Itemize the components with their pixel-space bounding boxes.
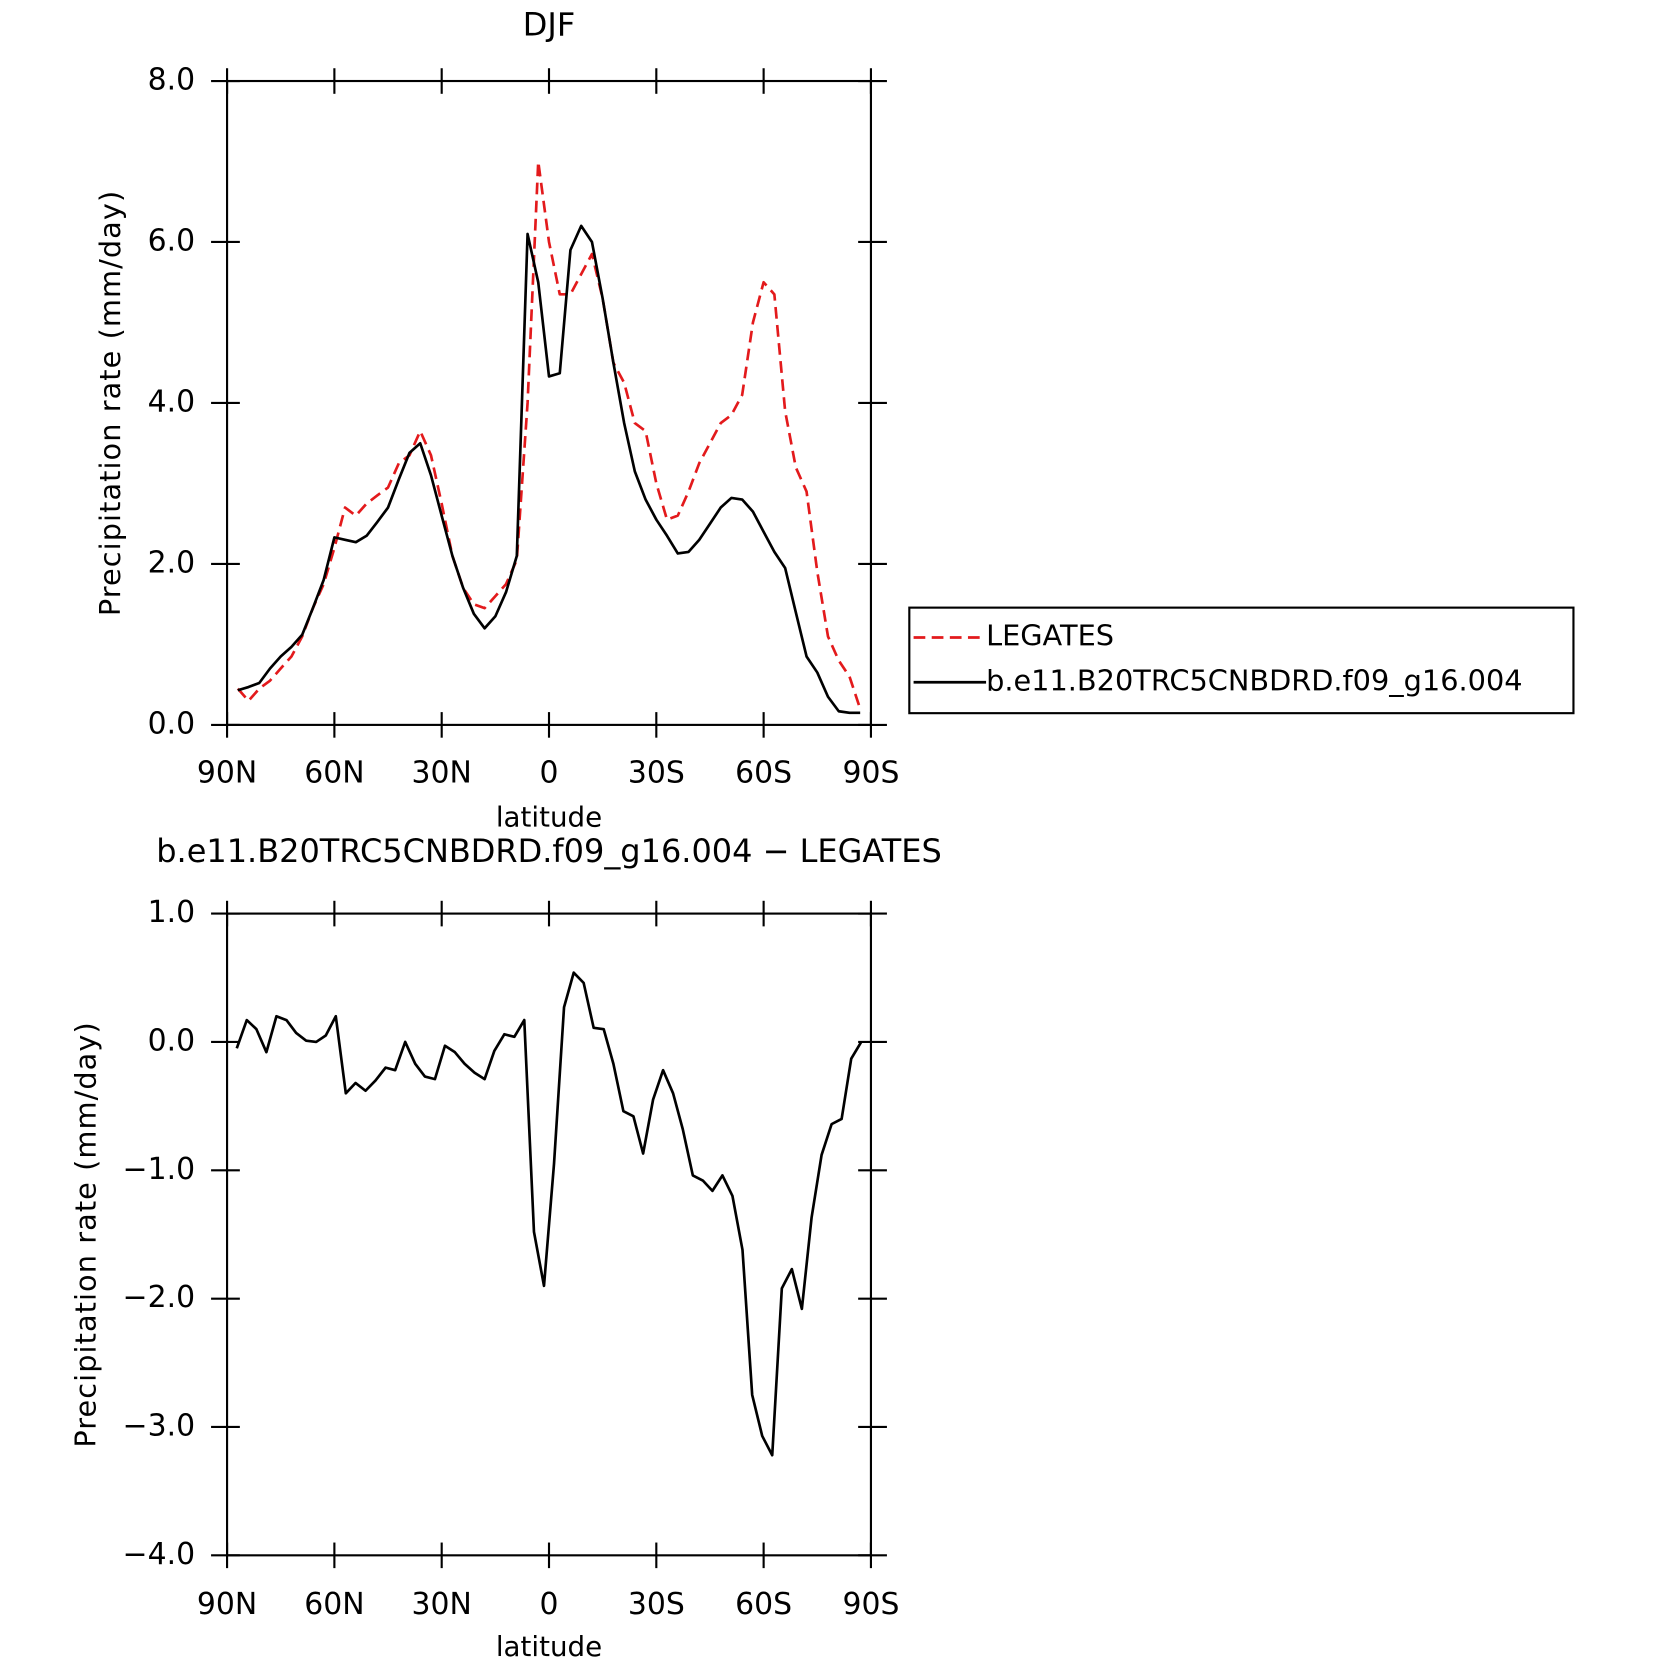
x-tick-label: 30S	[628, 1587, 685, 1622]
data-line	[235, 971, 863, 1457]
x-tick-label: 0	[540, 1587, 559, 1622]
y-axis-label: Precipitation rate (mm/day)	[68, 1021, 102, 1447]
x-tick-label: 60N	[304, 1587, 364, 1622]
y-tick-label: 0.0	[148, 706, 195, 741]
y-axis-label: Precipitation rate (mm/day)	[93, 190, 127, 616]
y-tick-label: 6.0	[148, 223, 195, 258]
x-axis-label: latitude	[496, 801, 602, 834]
y-tick-label: −1.0	[123, 1152, 195, 1187]
y-tick-label: −3.0	[123, 1408, 195, 1443]
x-tick-label: 60S	[735, 755, 792, 790]
x-tick-label: 90S	[842, 1587, 899, 1622]
x-tick-label: 60N	[304, 755, 364, 790]
data-line	[237, 224, 861, 715]
y-tick-label: −4.0	[123, 1537, 195, 1572]
legend-label: LEGATES	[986, 618, 1114, 652]
x-tick-label: 90N	[197, 1587, 257, 1622]
chart-title: b.e11.B20TRC5CNBDRD.f09_g16.004 − LEGATE…	[156, 832, 942, 870]
y-tick-label: 4.0	[148, 384, 195, 419]
y-tick-label: 0.0	[148, 1023, 195, 1058]
x-tick-label: 30S	[628, 755, 685, 790]
x-tick-label: 90N	[197, 755, 257, 790]
x-tick-label: 30N	[412, 1587, 472, 1622]
legend-box	[908, 606, 1575, 715]
x-axis-label: latitude	[496, 1630, 602, 1663]
chart-title: DJF	[523, 6, 575, 44]
plot-frame	[225, 79, 873, 726]
x-tick-label: 90S	[842, 755, 899, 790]
y-tick-label: 8.0	[148, 63, 195, 98]
legend-label: b.e11.B20TRC5CNBDRD.f09_g16.004	[986, 663, 1523, 697]
data-line	[236, 160, 862, 710]
x-tick-label: 60S	[735, 1587, 792, 1622]
x-tick-label: 30N	[412, 755, 472, 790]
y-tick-label: 2.0	[148, 545, 195, 580]
y-tick-label: 1.0	[148, 895, 195, 930]
y-tick-label: −2.0	[123, 1280, 195, 1315]
x-tick-label: 0	[540, 755, 559, 790]
